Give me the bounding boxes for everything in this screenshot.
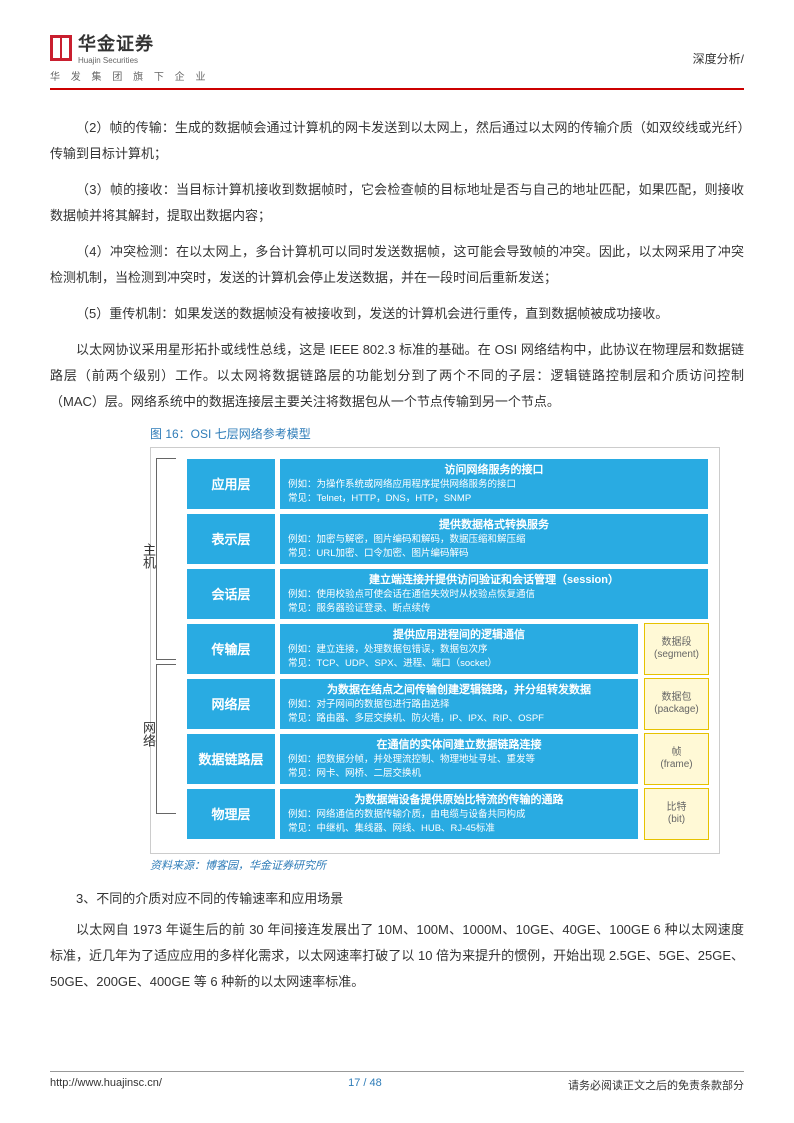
paragraph-5: （5）重传机制：如果发送的数据帧没有被接收到，发送的计算机会进行重传，直到数据帧… <box>50 301 744 327</box>
figure-title: 图 16：OSI 七层网络参考模型 <box>150 425 744 442</box>
section-3-title: 3、不同的介质对应不同的传输速率和应用场景 <box>50 888 744 907</box>
layer-name: 数据链路层 <box>186 733 276 785</box>
layer-name: 表示层 <box>186 513 276 565</box>
osi-row-datalink: 数据链路层 在通信的实体间建立数据链路连接 例如：把数据分帧，并处理流控制、物理… <box>186 733 709 785</box>
layer-name: 网络层 <box>186 678 276 730</box>
company-tagline: 华 发 集 团 旗 下 企 业 <box>50 68 209 83</box>
data-unit-package: 数据包 (package) <box>644 678 709 730</box>
bracket-host <box>156 458 176 660</box>
page-header: 华金证券 Huajin Securities 华 发 集 团 旗 下 企 业 深… <box>50 30 744 90</box>
logo-block: 华金证券 Huajin Securities 华 发 集 团 旗 下 企 业 <box>50 30 209 83</box>
figure-source: 资料来源：博客园，华金证券研究所 <box>150 857 744 873</box>
paragraph-ethernet: 以太网协议采用星形拓扑或线性总线，这是 IEEE 802.3 标准的基础。在 O… <box>50 337 744 415</box>
company-name-cn: 华金证券 <box>78 34 154 54</box>
layer-desc: 建立端连接并提供访问验证和会话管理（session） 例如：使用校验点可使会话在… <box>279 568 709 620</box>
osi-row-transport: 传输层 提供应用进程间的逻辑通信 例如：建立连接，处理数据包错误，数据包次序 常… <box>186 623 709 675</box>
layer-name: 应用层 <box>186 458 276 510</box>
layer-desc: 为数据在结点之间传输创建逻辑链路，并分组转发数据 例如：对子网间的数据包进行路由… <box>279 678 639 730</box>
paragraph-3: （3）帧的接收：当目标计算机接收到数据帧时，它会检查帧的目标地址是否与自己的地址… <box>50 177 744 229</box>
layer-desc: 在通信的实体间建立数据链路连接 例如：把数据分帧，并处理流控制、物理地址寻址、重… <box>279 733 639 785</box>
osi-row-network: 网络层 为数据在结点之间传输创建逻辑链路，并分组转发数据 例如：对子网间的数据包… <box>186 678 709 730</box>
layer-name: 物理层 <box>186 788 276 840</box>
osi-row-physical: 物理层 为数据端设备提供原始比特流的传输的通路 例如：网络通信的数据传输介质，由… <box>186 788 709 840</box>
layer-desc: 提供应用进程间的逻辑通信 例如：建立连接，处理数据包错误，数据包次序 常见：TC… <box>279 623 639 675</box>
doc-type-label: 深度分析/ <box>693 50 744 67</box>
footer-page: 17 / 48 <box>348 1077 382 1093</box>
page-footer: http://www.huajinsc.cn/ 17 / 48 请务必阅读正文之… <box>50 1071 744 1093</box>
paragraph-speeds: 以太网自 1973 年诞生后的前 30 年间接连发展出了 10M、100M、10… <box>50 917 744 995</box>
osi-row-session: 会话层 建立端连接并提供访问验证和会话管理（session） 例如：使用校验点可… <box>186 568 709 620</box>
footer-disclaimer: 请务必阅读正文之后的免责条款部分 <box>568 1077 744 1093</box>
footer-url: http://www.huajinsc.cn/ <box>50 1077 162 1093</box>
bracket-label-network: 网络 <box>139 721 158 747</box>
logo-icon <box>50 35 72 61</box>
layer-desc: 提供数据格式转换服务 例如：加密与解密，图片编码和解码，数据压缩和解压缩 常见：… <box>279 513 709 565</box>
layer-name: 会话层 <box>186 568 276 620</box>
layer-desc: 访问网络服务的接口 例如：为操作系统或网络应用程序提供网络服务的接口 常见：Te… <box>279 458 709 510</box>
data-unit-bit: 比特 (bit) <box>644 788 709 840</box>
company-name-en: Huajin Securities <box>78 56 154 65</box>
bracket-label-host: 主机 <box>139 543 158 569</box>
osi-row-presentation: 表示层 提供数据格式转换服务 例如：加密与解密，图片编码和解码，数据压缩和解压缩… <box>186 513 709 565</box>
paragraph-2: （2）帧的传输：生成的数据帧会通过计算机的网卡发送到以太网上，然后通过以太网的传… <box>50 115 744 167</box>
data-unit-segment: 数据段 (segment) <box>644 623 709 675</box>
osi-diagram: 主机 网络 应用层 访问网络服务的接口 例如：为操作系统或网络应用程序提供网络服… <box>150 447 720 854</box>
bracket-network <box>156 664 176 814</box>
paragraph-4: （4）冲突检测：在以太网上，多台计算机可以同时发送数据帧，这可能会导致帧的冲突。… <box>50 239 744 291</box>
layer-desc: 为数据端设备提供原始比特流的传输的通路 例如：网络通信的数据传输介质，由电缆与设… <box>279 788 639 840</box>
layer-name: 传输层 <box>186 623 276 675</box>
data-unit-frame: 帧 (frame) <box>644 733 709 785</box>
osi-row-application: 应用层 访问网络服务的接口 例如：为操作系统或网络应用程序提供网络服务的接口 常… <box>186 458 709 510</box>
